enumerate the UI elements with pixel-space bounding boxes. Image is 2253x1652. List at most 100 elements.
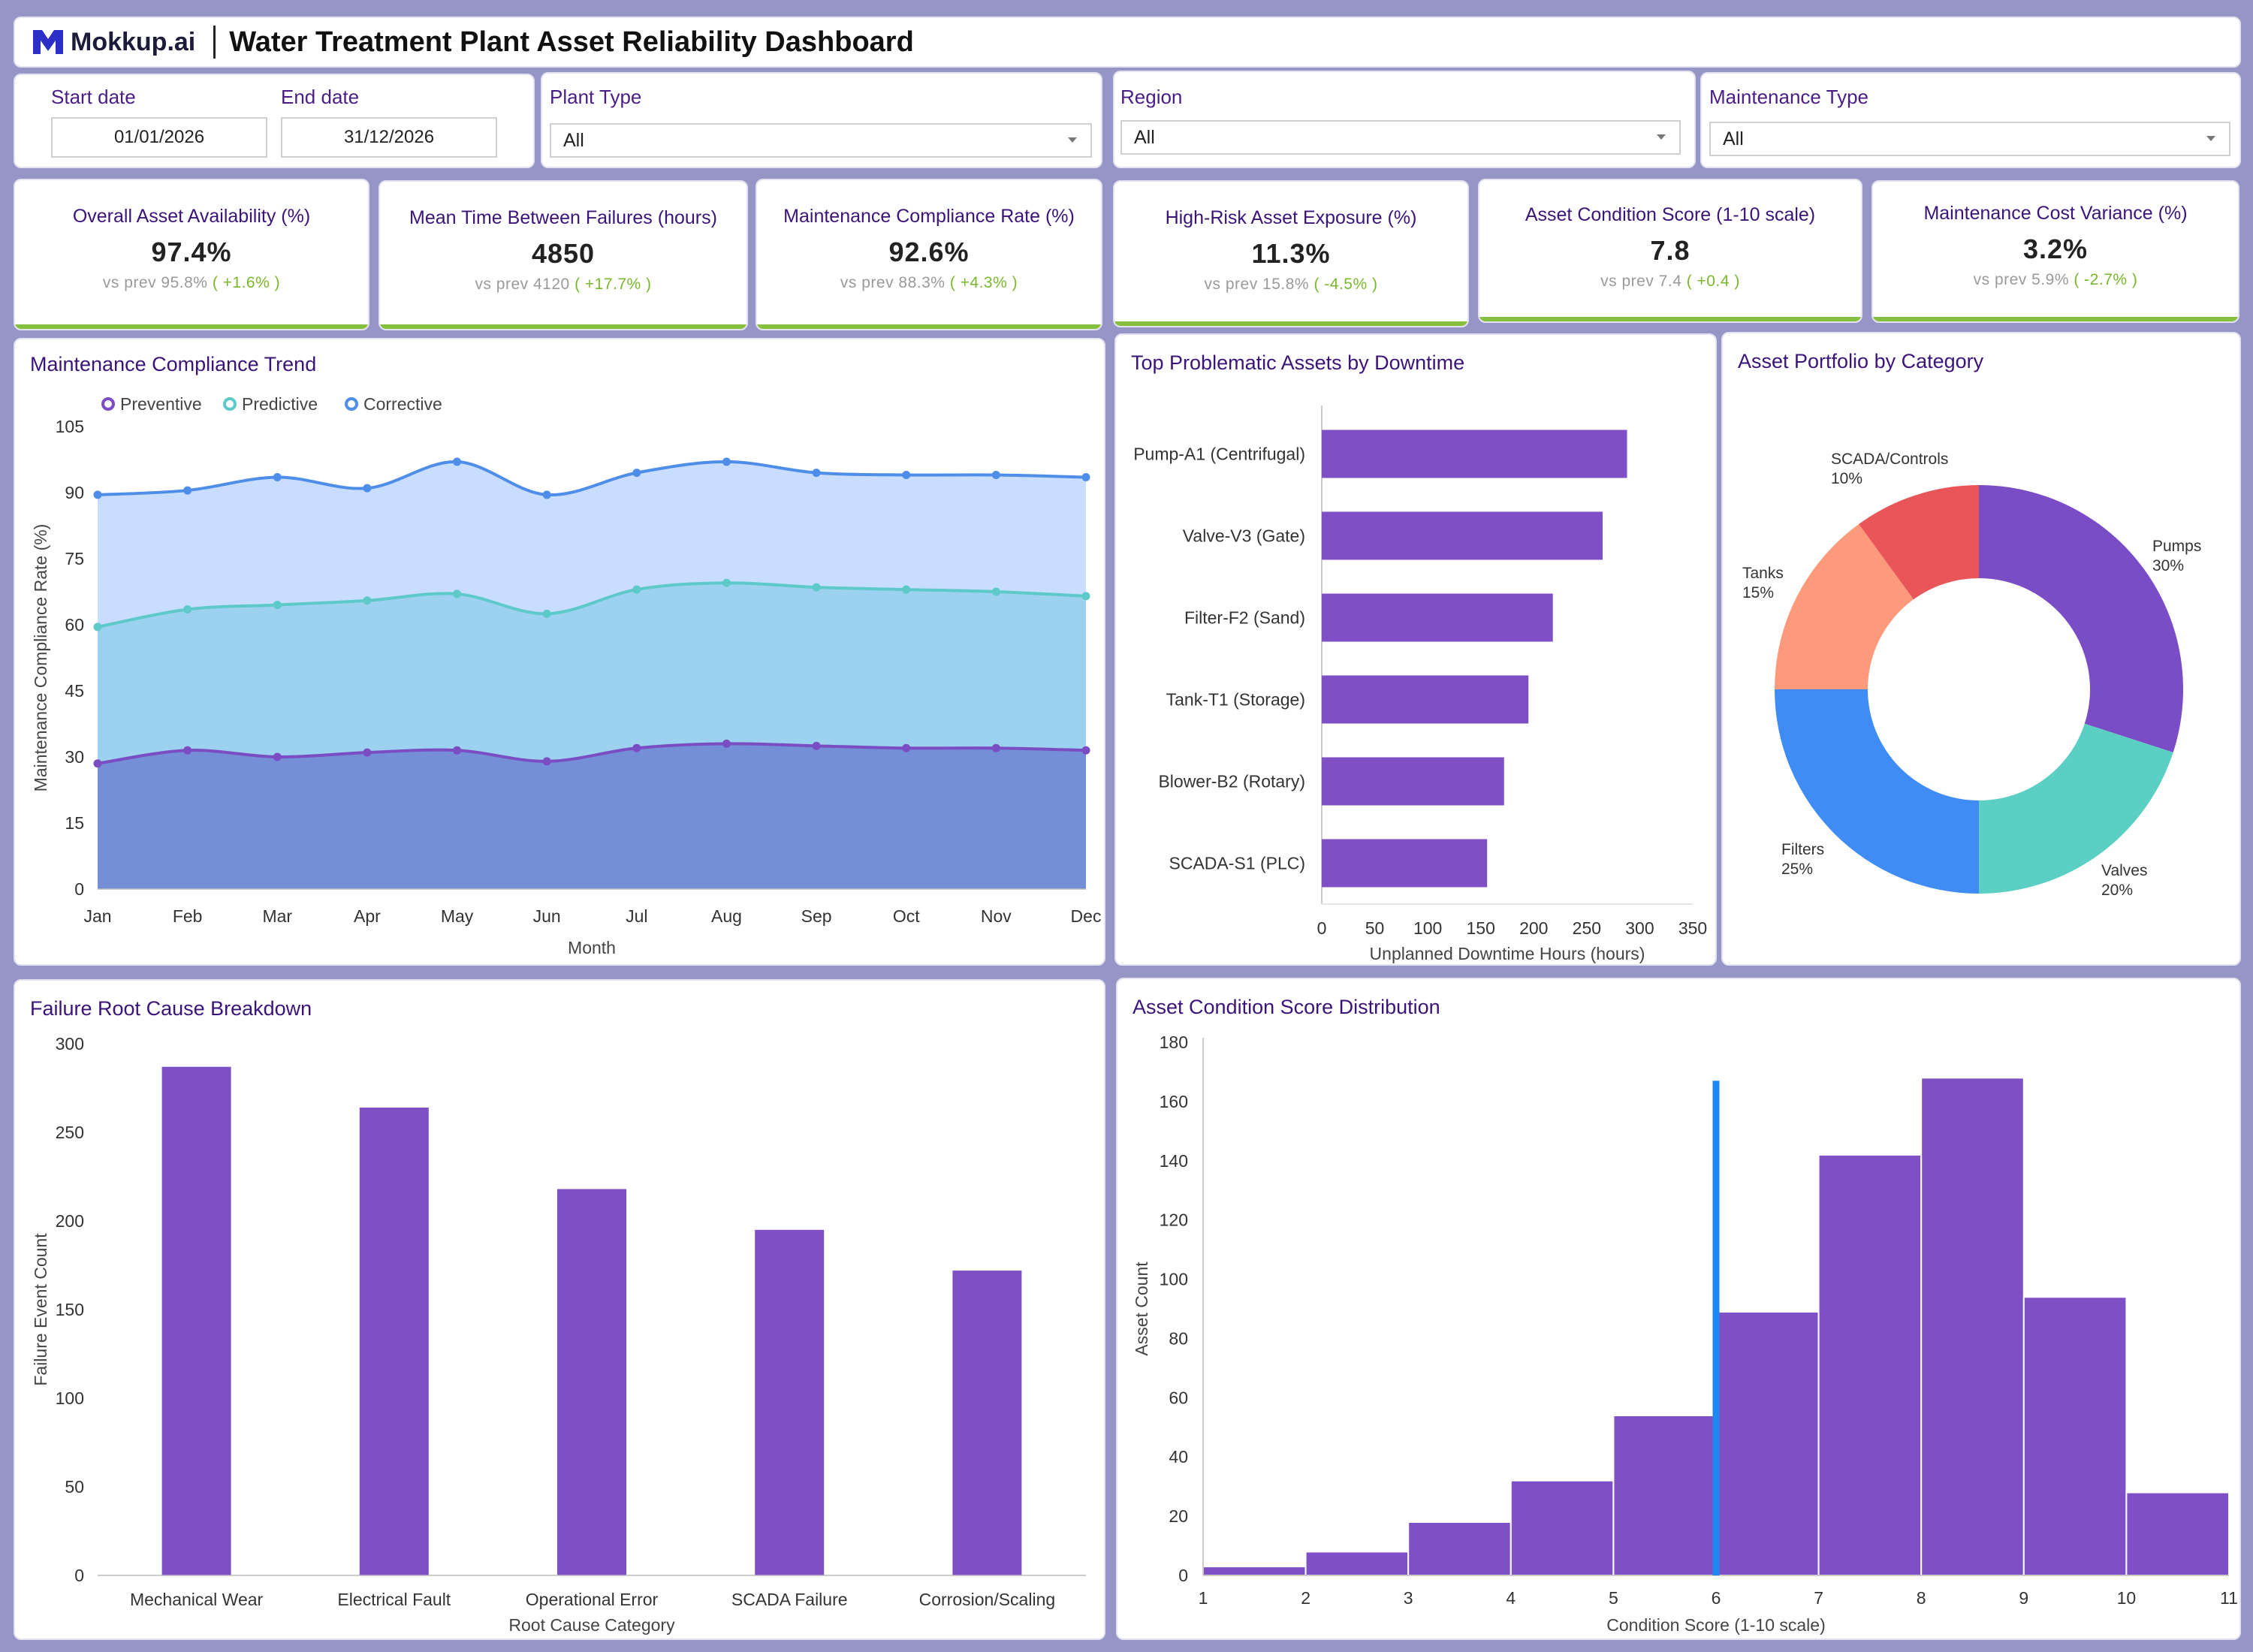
bar [1322,430,1627,478]
histogram-bar [1407,1521,1512,1576]
bar [557,1189,626,1575]
y-tick-label: 150 [56,1300,84,1319]
root-cause-chart[interactable]: 0 50 100 150 200 250 300 Mechanical Wear Electri… [15,981,1105,1640]
plant-type-value: All [563,129,584,151]
x-tick-label: 7 [1814,1588,1823,1608]
predictive-point [722,578,731,587]
slice-percent: 10% [1831,470,1862,487]
x-axis-title: Month [568,938,616,957]
kpi-comparison: vs prev 88.3% ( +4.3% ) [757,274,1101,292]
kpi-card-cost-variance[interactable]: Maintenance Cost Variance (%) 3.2% vs pr… [1871,180,2239,323]
kpi-accent-bar [380,324,746,329]
y-tick-label: 100 [1160,1270,1188,1289]
predictive-point [1081,592,1090,601]
kpi-card-availability[interactable]: Overall Asset Availability (%) 97.4% vs … [14,179,369,330]
slice-label: Tanks [1742,565,1784,582]
donut-slice-tanks [1775,523,1914,689]
corrective-point [902,471,911,480]
x-axis-title: Root Cause Category [508,1615,675,1635]
histogram-bar [1920,1077,2025,1577]
bar [1322,593,1553,642]
region-label: Region [1120,86,1183,108]
bar [1322,511,1603,560]
preventive-point [363,748,372,757]
histogram-bar [1202,1566,1307,1577]
slice-percent: 25% [1781,861,1813,878]
preventive-point [183,746,192,755]
y-tick-label: Filter-F2 (Sand) [1184,608,1305,628]
kpi-prev: vs prev 15.8% [1204,276,1310,293]
kpi-comparison: vs prev 95.8% ( +1.6% ) [15,274,368,292]
maintenance-type-filter-card: Maintenance Type All [1700,72,2241,168]
y-tick-label: 200 [56,1211,84,1231]
kpi-card-mtbf[interactable]: Mean Time Between Failures (hours) 4850 … [379,180,748,330]
x-tick-label: Feb [173,906,203,926]
predictive-point [542,609,551,618]
kpi-title: High-Risk Asset Exposure (%) [1165,207,1417,228]
preventive-area [98,743,1086,889]
y-tick-label: 120 [1160,1210,1188,1230]
x-tick-label: 11 [2220,1588,2238,1608]
panel-title: Failure Root Cause Breakdown [30,997,312,1020]
top-assets-chart[interactable]: 0 50 100 150 200 250 300 350 Pump-A1 (Centrifuga… [1116,335,1717,966]
kpi-title: Mean Time Between Failures (hours) [409,207,717,228]
kpi-card-risk[interactable]: High-Risk Asset Exposure (%) 11.3% vs pr… [1113,180,1469,327]
slice-label: SCADA/Controls [1831,451,1948,468]
logo-text: Mokkup.ai [71,27,196,56]
y-tick-label: 50 [65,1477,84,1497]
predictive-point [183,604,192,613]
y-axis-title: Maintenance Compliance Rate (%) [31,524,50,792]
x-tick-label: 5 [1609,1588,1618,1608]
logo[interactable]: Mokkup.ai [32,27,195,57]
condition-histogram-chart[interactable]: 0 20 40 60 80 100 120 140 160 180 1 2 3 4 5 6 7 8 9 10 11 Con… [1117,979,2241,1640]
date-filter-card: Start date 01/01/2026 End date 31/12/202… [14,74,535,168]
region-value: All [1134,126,1155,148]
y-tick-label: 140 [1160,1151,1188,1171]
panel-title: Asset Condition Score Distribution [1133,996,1440,1018]
kpi-accent-bar [757,324,1101,329]
kpi-delta: ( -2.7% ) [2074,271,2138,288]
y-tick-label: 45 [65,681,84,701]
y-tick-label: 75 [65,549,84,568]
x-tick-label: 2 [1301,1588,1310,1608]
kpi-card-condition[interactable]: Asset Condition Score (1-10 scale) 7.8 v… [1478,179,1862,323]
x-tick-label: SCADA Failure [731,1590,848,1609]
portfolio-donut-chart[interactable]: Pumps 30% Valves 20% Filters 25% Tanks 15% SCADA… [1723,333,2241,966]
y-tick-label: 30 [65,747,84,767]
x-tick-label: 10 [2117,1588,2137,1608]
kpi-delta: ( -4.5% ) [1313,276,1378,293]
kpi-title: Maintenance Cost Variance (%) [1923,203,2188,224]
legend-marker [223,397,237,411]
x-tick-label: 9 [2019,1588,2028,1608]
compliance-trend-chart[interactable]: 0 15 30 45 60 75 90 105 Jan Feb Mar Apr May Jun Jul Aug… [15,339,1105,966]
kpi-card-compliance[interactable]: Maintenance Compliance Rate (%) 92.6% vs… [756,179,1102,330]
maintenance-type-select[interactable]: All [1709,122,2230,156]
page-title: Water Treatment Plant Asset Reliability … [229,26,914,58]
predictive-point [632,585,641,594]
preventive-point [812,741,821,750]
end-date-input[interactable]: 31/12/2026 [281,117,497,158]
x-tick-label: 100 [1413,918,1442,938]
kpi-value: 3.2% [2022,234,2089,264]
kpi-value: 92.6% [888,237,970,267]
x-tick-label: Mar [262,906,292,926]
preventive-point [273,752,282,761]
y-tick-label: 80 [1169,1328,1188,1348]
histogram-bar [1612,1415,1718,1576]
maintenance-type-value: All [1723,128,1744,149]
start-date-input[interactable]: 01/01/2026 [51,117,267,158]
histogram-bar [1715,1310,1820,1576]
slice-percent: 30% [2152,557,2184,574]
corrective-point [183,486,192,495]
slice-percent: 20% [2101,882,2133,899]
kpi-accent-bar [15,324,368,329]
plant-type-select[interactable]: All [550,123,1092,158]
region-select[interactable]: All [1120,120,1681,155]
kpi-accent-bar [1873,317,2238,321]
corrective-point [542,490,551,499]
preventive-point [722,739,731,748]
preventive-point [991,743,1000,752]
x-tick-label: Electrical Fault [337,1590,451,1609]
y-tick-label: 90 [65,483,84,502]
predictive-point [812,583,821,592]
